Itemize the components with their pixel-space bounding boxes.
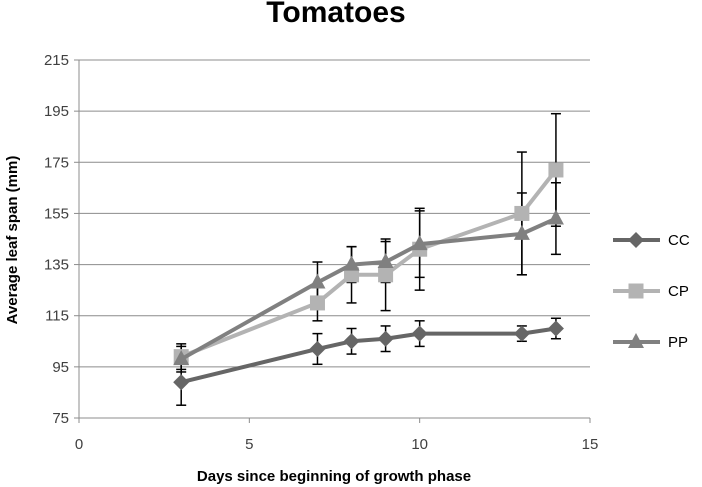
data-point-pp [173, 350, 190, 366]
y-tick-label: 95 [52, 359, 69, 376]
x-tick-label: 10 [411, 436, 428, 453]
data-point-pp [411, 235, 428, 251]
data-point-cp [309, 295, 325, 311]
data-point-cc [513, 325, 530, 342]
tick-labels: 75 95 115 135 155 175 195 215 0 5 10 15 [44, 52, 598, 453]
legend-label-cc: CC [668, 232, 690, 249]
data-point-pp [513, 224, 530, 240]
series [173, 162, 564, 391]
data-point-cc [377, 330, 394, 347]
legend: CC CP PP [613, 232, 690, 351]
error-bars [176, 112, 561, 406]
x-tick-label: 5 [245, 436, 253, 453]
data-point-pp [343, 255, 360, 271]
y-tick-label: 155 [44, 205, 69, 222]
x-tick-label: 15 [582, 436, 599, 453]
grid-lines [79, 59, 590, 368]
y-axis-title: Average leaf span (mm) [4, 156, 21, 325]
axes [74, 59, 591, 423]
data-point-pp [309, 273, 326, 289]
data-point-cc [547, 320, 564, 337]
legend-marker-cc [628, 232, 644, 248]
data-point-cc [309, 340, 326, 357]
x-axis-title: Days since beginning of growth phase [197, 468, 471, 485]
legend-label-pp: PP [668, 334, 688, 351]
legend-label-cp: CP [668, 283, 689, 300]
data-point-pp [547, 209, 564, 225]
data-point-pp [377, 253, 394, 269]
data-point-cp [378, 267, 394, 283]
data-point-cp [344, 267, 360, 283]
y-tick-label: 215 [44, 52, 69, 69]
legend-marker-pp [628, 333, 644, 348]
data-point-cc [173, 374, 190, 391]
y-tick-label: 195 [44, 103, 69, 120]
data-point-cp [514, 205, 530, 221]
y-tick-label: 75 [52, 410, 69, 427]
x-tick-label: 0 [75, 436, 83, 453]
y-tick-label: 115 [45, 308, 69, 325]
chart-title: Tomatoes [266, 0, 405, 29]
data-point-cc [343, 333, 360, 350]
data-point-cc [411, 325, 428, 342]
y-tick-label: 175 [44, 154, 69, 171]
legend-marker-cp [628, 283, 644, 299]
data-point-cp [548, 162, 564, 178]
y-tick-label: 135 [44, 257, 69, 274]
